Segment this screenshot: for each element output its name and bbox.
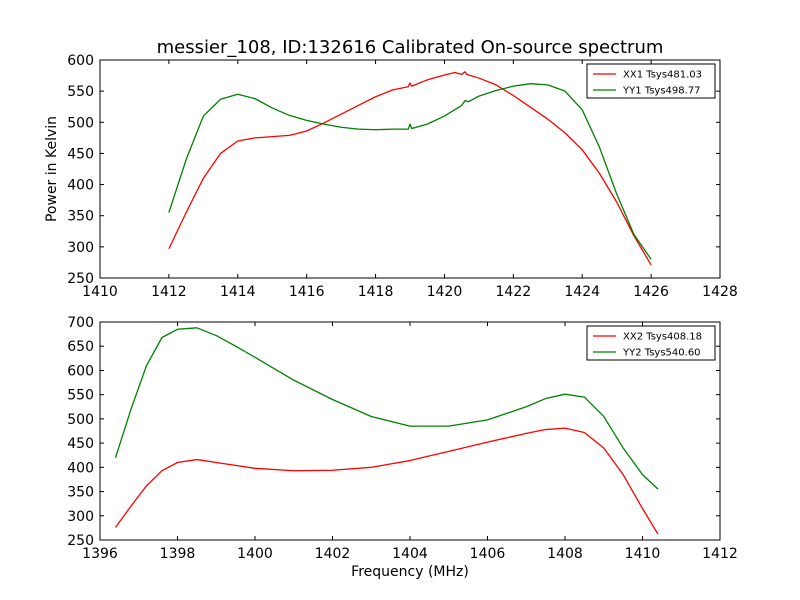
bottom-y-tick-label: 400: [67, 460, 94, 476]
top-subplot: 1410 1412 1414 1416 1418 1420 1422 1424 1426 1428…: [44, 53, 738, 300]
top-legend-label-yy1: YY1 Tsys498.77: [622, 86, 701, 97]
top-y-tick-label: 350: [67, 209, 94, 225]
bottom-legend-box: [586, 325, 716, 361]
top-x-tick-label: 1416: [289, 284, 325, 300]
top-x-tick-label: 1422: [496, 284, 532, 300]
bottom-x-tick-label: 1406: [470, 546, 506, 562]
top-y-tick-label: 250: [67, 271, 94, 287]
bottom-legend-label-yy2: YY2 Tsys540.60: [622, 348, 701, 359]
bottom-legend-label-xx2: XX2 Tsys408.18: [623, 332, 702, 343]
bottom-y-tick-label: 300: [67, 509, 94, 525]
bottom-y-tick-label: 550: [67, 388, 94, 404]
top-series-line-xx: [168, 71, 652, 266]
bottom-x-axis-label: Frequency (MHz): [351, 564, 469, 580]
top-x-tick-label: 1426: [633, 284, 669, 300]
bottom-series-line-xx: [114, 427, 659, 535]
top-y-tick-label: 300: [67, 240, 94, 256]
top-axis-ticks: 1410 1412 1414 1416 1418 1420 1422 1424 1426 1428…: [67, 53, 738, 300]
top-y-axis-label: Power in Kelvin: [44, 116, 60, 222]
top-x-tick-label: 1410: [82, 284, 118, 300]
bottom-legend: XX2 Tsys408.18 YY2 Tsys540.60: [586, 325, 716, 361]
top-legend: XX1 Tsys481.03 YY1 Tsys498.77: [586, 63, 716, 99]
top-plot-frame: [99, 59, 721, 279]
bottom-y-tick-label: 650: [67, 339, 94, 355]
top-series-line-yy: [168, 83, 652, 260]
top-y-tick-label: 550: [67, 84, 94, 100]
bottom-x-tick-label: 1404: [392, 546, 428, 562]
top-series-group: [168, 71, 652, 266]
top-x-tick-label: 1424: [564, 284, 600, 300]
top-x-tick-label: 1414: [220, 284, 256, 300]
bottom-y-tick-label: 600: [67, 363, 94, 379]
top-y-tick-label: 600: [67, 53, 94, 69]
bottom-y-tick-label: 500: [67, 412, 94, 428]
bottom-y-tick-label: 250: [67, 533, 94, 549]
top-legend-box: [586, 63, 716, 99]
bottom-x-tick-label: 1410: [625, 546, 661, 562]
bottom-series-line-yy: [114, 327, 659, 490]
top-x-tick-label: 1428: [702, 284, 738, 300]
top-y-tick-label: 400: [67, 178, 94, 194]
bottom-x-tick-label: 1402: [315, 546, 351, 562]
bottom-y-tick-label: 450: [67, 436, 94, 452]
bottom-x-tick-label: 1400: [237, 546, 273, 562]
bottom-axis-ticks: 1396 1398 1400 1402 1404 1406 1408 1410 1412 250 3…: [67, 315, 738, 562]
bottom-x-tick-label: 1396: [82, 546, 118, 562]
bottom-subplot: 1396 1398 1400 1402 1404 1406 1408 1410 1412 250 3…: [67, 315, 738, 580]
bottom-x-tick-label: 1408: [547, 546, 583, 562]
bottom-x-tick-label: 1398: [160, 546, 196, 562]
bottom-y-tick-label: 350: [67, 485, 94, 501]
top-x-tick-label: 1420: [427, 284, 463, 300]
bottom-x-tick-label: 1412: [702, 546, 738, 562]
top-x-tick-label: 1412: [151, 284, 187, 300]
top-y-tick-label: 500: [67, 115, 94, 131]
chart-title: messier_108, ID:132616 Calibrated On-sou…: [157, 37, 664, 58]
top-x-tick-label: 1418: [358, 284, 394, 300]
top-legend-label-xx1: XX1 Tsys481.03: [623, 70, 702, 81]
bottom-series-group: [114, 327, 659, 535]
bottom-y-tick-label: 700: [67, 315, 94, 331]
top-y-tick-label: 450: [67, 146, 94, 162]
